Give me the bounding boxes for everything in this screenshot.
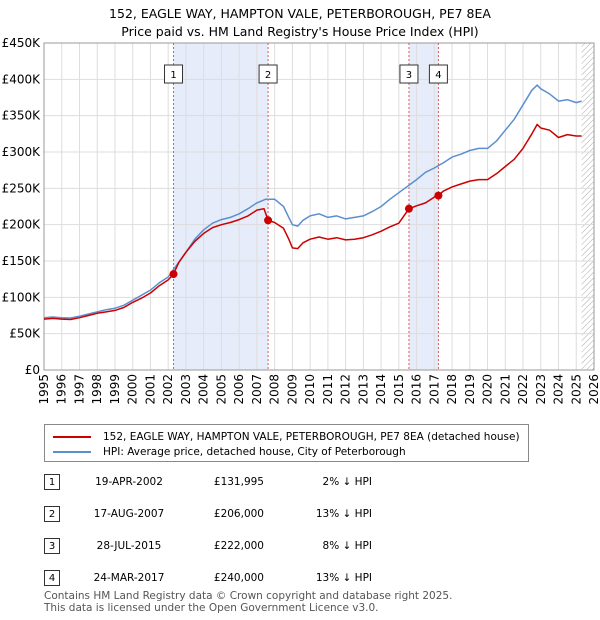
x-tick-label: 2026 [587,374,600,405]
x-tick-label: 2021 [498,374,512,405]
x-tick-label: 2016 [410,374,424,405]
x-tick-label: 2010 [303,374,317,405]
x-tick-label: 1996 [55,374,69,405]
x-tick-label: 2001 [143,374,157,405]
chart-title: 152, EAGLE WAY, HAMPTON VALE, PETERBOROU… [109,6,491,21]
x-tick-label: 2009 [285,374,299,405]
price-chart: £0 £50K £100K £150K £200K £250K £300K £350K £400… [2,36,600,405]
x-tick-label: 2004 [197,374,211,405]
x-tick-label: 2019 [463,374,477,405]
x-tick-label: 1999 [108,374,122,405]
hpi-series-line [43,84,582,319]
x-tick-label: 2022 [516,374,530,405]
transaction-price: £131,995 [213,476,264,488]
ownership-span [173,43,269,370]
x-tick-label: 2013 [356,374,370,405]
property-series-line [43,123,582,321]
transaction-marker-box [428,64,448,84]
y-tick-label: £400K [2,72,42,86]
x-tick-label: 2018 [445,374,459,405]
transaction-hpi-diff: 2% ↓ HPI [322,476,372,488]
x-tick-label: 2015 [392,374,406,405]
y-tick-label: £300K [2,145,42,159]
x-tick-label: 1998 [90,374,104,405]
y-tick-label: £200K [2,218,42,232]
transaction-number: 2 [44,506,60,522]
x-tick-label: 2017 [427,374,441,405]
table-row: 4 24-MAR-2017 £240,000 13% ↓ HPI [44,570,384,588]
transaction-number: 4 [44,570,60,586]
transaction-date: 28-JUL-2015 [96,540,162,552]
transaction-marker-box [258,64,278,84]
legend-swatch-property [53,436,91,438]
x-tick-label: 1995 [37,374,51,405]
y-tick-label: £350K [2,109,42,123]
footer-licence: This data is licensed under the Open Gov… [44,602,379,614]
transaction-number: 1 [44,474,60,490]
legend-item-hpi: HPI: Average price, detached house, City… [53,445,406,459]
transaction-hpi-diff: 13% ↓ HPI [315,572,372,584]
transaction-date: 17-AUG-2007 [93,508,165,520]
x-tick-label: 2006 [232,374,246,405]
transaction-marker-label: 4 [435,70,441,81]
table-row: 1 19-APR-2002 £131,995 2% ↓ HPI [44,474,384,492]
x-tick-label: 2012 [339,374,353,405]
transaction-point [434,191,443,200]
x-tick-label: 2007 [250,374,264,405]
forecast-hatch [581,43,594,370]
legend: 152, EAGLE WAY, HAMPTON VALE, PETERBOROU… [44,424,529,462]
x-tick-label: 2011 [321,374,335,405]
x-tick-label: 2014 [374,374,388,405]
table-row: 3 28-JUL-2015 £222,000 8% ↓ HPI [44,538,384,556]
transaction-price: £206,000 [213,508,264,520]
x-tick-label: 2023 [534,374,548,405]
legend-item-property: 152, EAGLE WAY, HAMPTON VALE, PETERBOROU… [53,430,520,444]
transaction-marker-label: 1 [170,70,176,81]
legend-label-property: 152, EAGLE WAY, HAMPTON VALE, PETERBOROU… [103,431,520,443]
transaction-date: 24-MAR-2017 [93,572,165,584]
y-tick-label: £100K [2,290,42,304]
transaction-number: 3 [44,538,60,554]
y-tick-label: £450K [2,36,42,50]
legend-label-hpi: HPI: Average price, detached house, City… [103,446,406,458]
x-tick-label: 2002 [161,374,175,405]
transaction-point [264,216,273,225]
x-tick-label: 2020 [481,374,495,405]
transaction-marker-box [399,64,419,84]
transaction-hpi-diff: 8% ↓ HPI [322,540,372,552]
transaction-price: £222,000 [213,540,264,552]
footer: Contains HM Land Registry data © Crown c… [44,590,452,614]
x-tick-label: 2003 [179,374,193,405]
x-tick-label: 2005 [214,374,228,405]
transaction-date: 19-APR-2002 [95,476,163,488]
chart-subtitle: Price paid vs. HM Land Registry's House … [121,24,479,39]
x-tick-label: 1997 [72,374,86,405]
transaction-hpi-diff: 13% ↓ HPI [315,508,372,520]
plot-area [44,43,594,370]
x-tick-label: 2024 [552,374,566,405]
transaction-marker-box [164,64,184,84]
transaction-point [404,204,413,213]
legend-swatch-hpi [53,451,91,453]
y-tick-label: £50K [9,327,41,341]
y-tick-label: £0 [25,363,40,377]
plot-frame [43,42,595,371]
transaction-marker-label: 2 [265,70,271,81]
x-tick-label: 2000 [126,374,140,405]
x-tick-label: 2008 [268,374,282,405]
transaction-price: £240,000 [213,572,264,584]
transaction-point [169,270,178,279]
y-tick-label: £150K [2,254,42,268]
transaction-marker-label: 3 [406,70,412,81]
footer-copyright: Contains HM Land Registry data © Crown c… [44,590,453,602]
table-row: 2 17-AUG-2007 £206,000 13% ↓ HPI [44,506,384,524]
y-tick-label: £250K [2,181,42,195]
x-tick-label: 2025 [569,374,583,405]
